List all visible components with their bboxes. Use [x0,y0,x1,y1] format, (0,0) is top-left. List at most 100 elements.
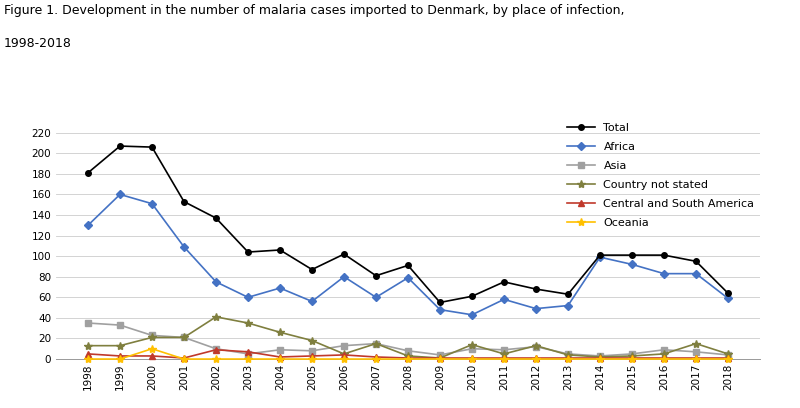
Total [307,267,317,272]
Oceania [307,357,317,361]
Country not stated [659,351,669,356]
Oceania [147,346,157,351]
Country not stated [211,315,221,319]
Country not stated [595,355,605,359]
Oceania [531,357,541,361]
Total [723,291,733,296]
Total [403,263,413,268]
Central and South America [403,355,413,360]
Africa [275,286,285,290]
Total [243,250,253,255]
Central and South America [627,355,637,360]
Country not stated [467,342,477,347]
Central and South America [147,353,157,358]
Total [627,253,637,257]
Oceania [115,357,125,361]
Africa [499,297,509,302]
Oceania [563,357,573,361]
Oceania [83,357,93,361]
Central and South America [115,353,125,358]
Central and South America [211,347,221,352]
Africa [595,255,605,259]
Asia [659,347,669,352]
Total [691,259,701,264]
Africa [723,296,733,301]
Country not stated [83,343,93,348]
Asia [147,333,157,338]
Total [499,279,509,284]
Total [115,144,125,149]
Oceania [275,357,285,361]
Country not stated [691,341,701,346]
Asia [595,353,605,358]
Asia [275,347,285,352]
Total [83,171,93,175]
Central and South America [275,355,285,359]
Africa [371,295,381,300]
Country not stated [627,353,637,358]
Central and South America [339,353,349,357]
Text: Figure 1. Development in the number of malaria cases imported to Denmark, by pla: Figure 1. Development in the number of m… [4,4,625,17]
Oceania [659,357,669,361]
Asia [339,343,349,348]
Africa [83,223,93,228]
Oceania [211,357,221,361]
Oceania [595,357,605,361]
Line: Total: Total [86,143,730,305]
Asia [307,348,317,353]
Central and South America [691,355,701,360]
Asia [499,347,509,352]
Country not stated [723,351,733,356]
Oceania [723,357,733,361]
Asia [83,321,93,326]
Total [595,253,605,257]
Country not stated [403,353,413,358]
Oceania [403,357,413,361]
Country not stated [563,353,573,357]
Country not stated [275,330,285,335]
Asia [691,349,701,354]
Central and South America [371,355,381,359]
Africa [531,306,541,311]
Total [563,292,573,297]
Oceania [499,357,509,361]
Legend: Total, Africa, Asia, Country not stated, Central and South America, Oceania: Total, Africa, Asia, Country not stated,… [566,123,754,228]
Line: Asia: Asia [86,320,730,359]
Africa [147,201,157,206]
Central and South America [531,355,541,360]
Asia [531,344,541,349]
Central and South America [595,355,605,360]
Oceania [179,357,189,361]
Asia [243,351,253,356]
Asia [211,346,221,351]
Africa [115,192,125,197]
Africa [403,275,413,280]
Africa [627,262,637,267]
Central and South America [83,351,93,356]
Central and South America [435,355,445,360]
Total [211,216,221,221]
Africa [179,244,189,249]
Total [339,252,349,257]
Country not stated [307,338,317,343]
Africa [243,295,253,300]
Total [147,145,157,150]
Asia [403,348,413,353]
Total [435,300,445,305]
Oceania [339,357,349,361]
Asia [563,351,573,356]
Oceania [371,357,381,361]
Line: Africa: Africa [86,192,730,317]
Country not stated [243,321,253,326]
Oceania [243,357,253,361]
Africa [563,303,573,308]
Country not stated [339,351,349,356]
Country not stated [435,355,445,360]
Total [371,273,381,278]
Asia [723,353,733,357]
Asia [467,346,477,351]
Central and South America [723,355,733,360]
Central and South America [307,353,317,358]
Oceania [627,357,637,361]
Oceania [691,357,701,361]
